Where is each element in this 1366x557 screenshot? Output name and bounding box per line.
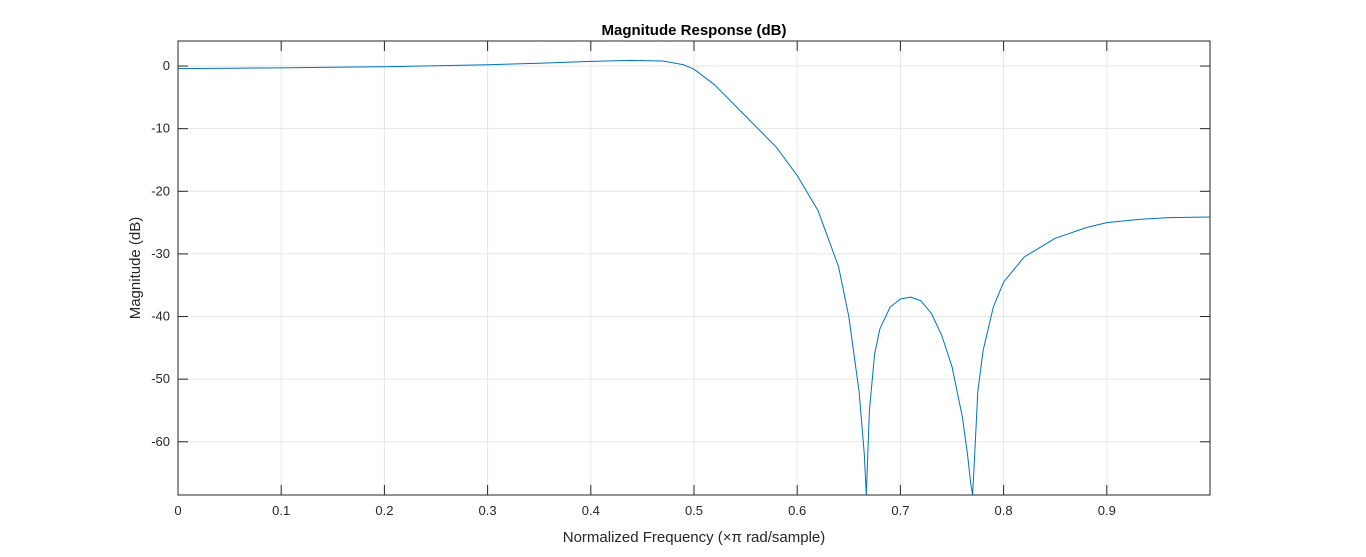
series-group (178, 59, 1210, 495)
y-tick-labels: 0 -10 -20 -30 -40 -50 -60 (151, 58, 170, 449)
x-tick-label: 0.3 (479, 503, 497, 518)
y-tick-label: -40 (151, 309, 170, 324)
y-tick-label: -30 (151, 246, 170, 261)
x-tick-label: 0.4 (582, 503, 600, 518)
chart-title: Magnitude Response (dB) (601, 22, 786, 39)
y-tick-label: -50 (151, 371, 170, 386)
y-axis-label: Magnitude (dB) (127, 217, 144, 320)
y-tick-label: -10 (151, 121, 170, 136)
x-tick-label: 0.2 (375, 503, 393, 518)
axis-ticks (177, 41, 1210, 495)
y-tick-label: -60 (151, 434, 170, 449)
x-tick-label: 0.8 (995, 503, 1013, 518)
x-tick-label: 0.1 (272, 503, 290, 518)
x-tick-labels: 0 0.1 0.2 0.3 0.4 0.5 0.6 0.7 0.8 0.9 (174, 503, 1115, 518)
magnitude-response-line (178, 59, 1210, 495)
x-tick-label: 0.7 (891, 503, 909, 518)
x-axis-label: Normalized Frequency (×π rad/sample) (563, 529, 826, 546)
x-tick-label: 0.9 (1098, 503, 1116, 518)
x-tick-label: 0.6 (788, 503, 806, 518)
x-tick-label: 0.5 (685, 503, 703, 518)
grid-lines (177, 41, 1210, 495)
y-tick-label: -20 (151, 183, 170, 198)
y-tick-label: 0 (163, 58, 170, 73)
x-tick-label: 0 (174, 503, 181, 518)
